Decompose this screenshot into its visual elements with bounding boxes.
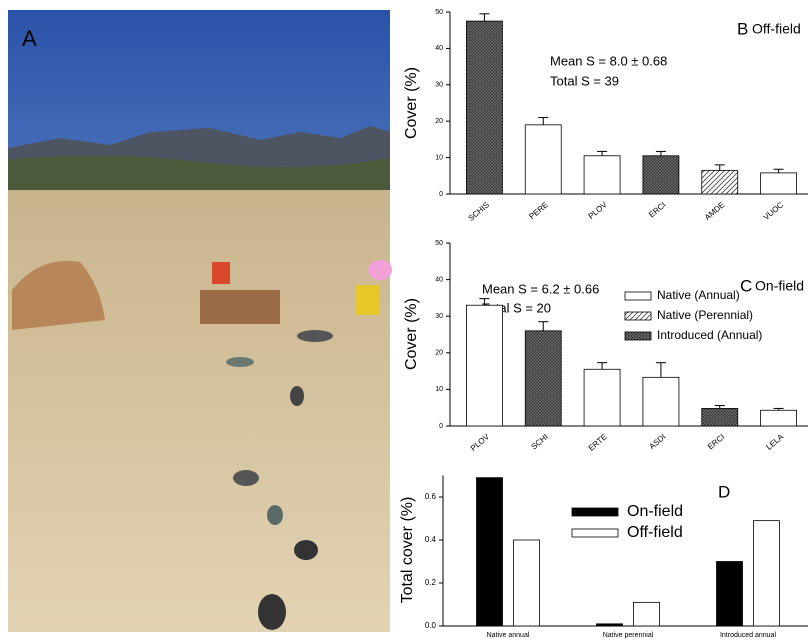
y-axis-label: Cover (%) xyxy=(403,298,420,370)
photo: A xyxy=(8,10,392,632)
y-tick-label: 40 xyxy=(435,45,443,52)
bar xyxy=(477,478,503,626)
legend-label: On-field xyxy=(627,503,683,520)
panel-title: On-field xyxy=(755,278,804,294)
bar xyxy=(466,21,502,194)
annotation: Mean S = 8.0 ± 0.68 xyxy=(550,53,667,68)
y-tick-label: 0.0 xyxy=(425,621,437,630)
y-tick-label: 30 xyxy=(435,313,443,320)
legend-label: Native (Perennial) xyxy=(657,308,753,322)
bar xyxy=(634,602,660,626)
y-tick-label: 10 xyxy=(435,386,443,393)
bar xyxy=(643,156,679,194)
legend-label: Off-field xyxy=(627,524,683,541)
panel-title: Off-field xyxy=(752,21,801,37)
y-tick-label: 30 xyxy=(435,82,443,89)
bar xyxy=(584,369,620,426)
x-tick-label: Native perennial xyxy=(603,632,654,639)
panel-label: B xyxy=(737,19,748,38)
y-tick-label: 50 xyxy=(435,240,443,247)
bar xyxy=(761,410,797,426)
x-tick-label: PERE xyxy=(527,200,549,221)
x-tick-label: LELA xyxy=(764,432,785,452)
x-tick-label: ERCI xyxy=(647,200,667,219)
legend-swatch xyxy=(625,312,651,320)
legend-swatch xyxy=(625,292,651,300)
bar xyxy=(717,562,743,627)
annotation: Mean S = 6.2 ± 0.66 xyxy=(482,281,599,296)
bar xyxy=(754,521,780,626)
x-tick-label: Introduced annual xyxy=(720,632,776,639)
legend-swatch xyxy=(572,529,618,537)
y-tick-label: 10 xyxy=(435,154,443,161)
x-tick-label: Native annual xyxy=(487,632,530,639)
bar xyxy=(643,377,679,426)
y-tick-label: 0.6 xyxy=(425,492,437,501)
bar xyxy=(525,331,561,426)
y-tick-label: 0.4 xyxy=(425,535,437,544)
bar xyxy=(584,156,620,194)
bar xyxy=(702,408,738,426)
y-tick-label: 40 xyxy=(435,276,443,283)
bar xyxy=(525,125,561,194)
legend-label: Native (Annual) xyxy=(657,288,740,302)
y-tick-label: 20 xyxy=(435,118,443,125)
x-tick-label: ERCI xyxy=(706,432,726,451)
x-tick-label: AMDE xyxy=(703,200,726,222)
y-axis-label: Cover (%) xyxy=(403,67,420,139)
bar xyxy=(466,305,502,426)
bar xyxy=(514,540,540,626)
x-tick-label: ASDI xyxy=(647,432,667,451)
legend-label: Introduced (Annual) xyxy=(657,328,762,342)
panel-label: A xyxy=(22,26,37,51)
x-tick-label: SCHI xyxy=(529,432,549,451)
bar xyxy=(597,624,623,626)
x-tick-label: PLOV xyxy=(587,200,610,221)
y-tick-label: 0 xyxy=(439,423,443,430)
y-tick-label: 0 xyxy=(439,191,443,198)
x-tick-label: SCHIS xyxy=(467,200,492,223)
y-tick-label: 0.2 xyxy=(425,578,437,587)
legend-swatch xyxy=(625,332,651,340)
x-tick-label: VUOC xyxy=(762,200,786,222)
figure: A 01020304050Cover (%)BOff-fieldMean S =… xyxy=(0,0,810,640)
y-tick-label: 20 xyxy=(435,350,443,357)
y-tick-label: 50 xyxy=(435,9,443,16)
panel-label: C xyxy=(740,276,752,295)
bar xyxy=(761,173,797,194)
panel-label: D xyxy=(718,482,730,501)
x-tick-label: PLOV xyxy=(469,432,492,453)
legend-swatch xyxy=(572,508,618,516)
x-tick-label: ERTE xyxy=(587,432,609,453)
y-axis-label: Total cover (%) xyxy=(399,497,416,604)
bar xyxy=(702,170,738,194)
annotation: Total S = 39 xyxy=(550,73,619,88)
